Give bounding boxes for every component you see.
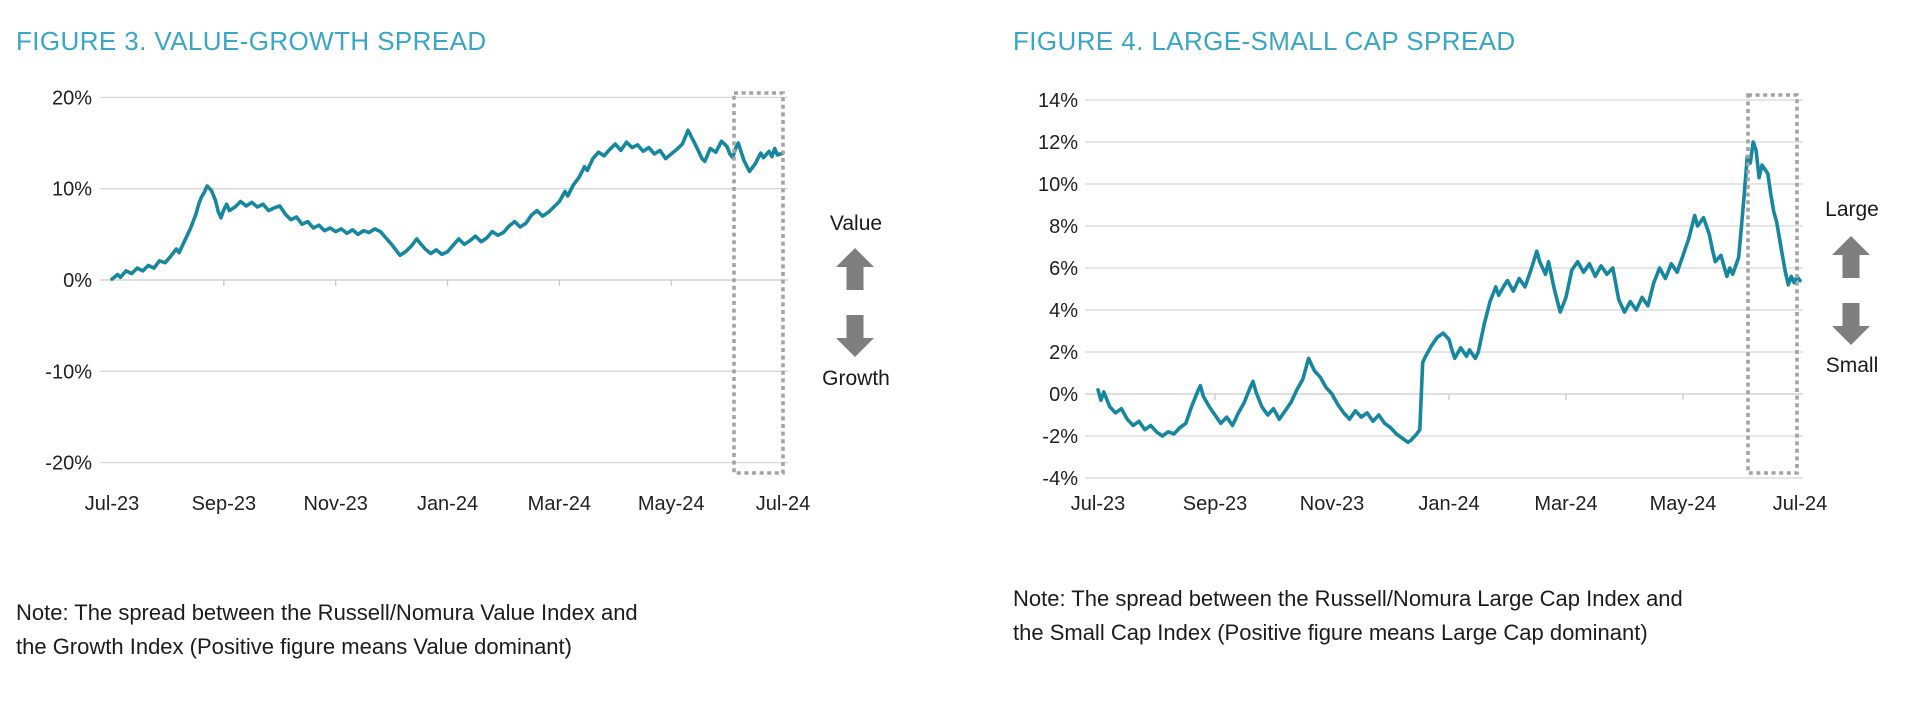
y-axis-tick-label: 6% [1049,258,1078,280]
annotation-bottom-label: Growth [822,367,890,390]
x-axis-tick-label: Jul-24 [756,493,810,515]
recent-period-highlight-box [1746,93,1799,475]
y-axis-tick-label: 12% [1038,132,1078,154]
x-axis-tick-label: May-24 [638,493,705,515]
figure3-note-line1: Note: The spread between the Russell/Nom… [16,600,638,625]
x-axis-tick-label: Nov-23 [303,493,367,515]
y-axis-tick-label: -20% [45,453,92,475]
x-axis-tick-label: May-24 [1650,493,1717,515]
arrow-up-icon [1832,236,1870,278]
arrow-down-icon [1832,303,1870,345]
figure4-note-line1: Note: The spread between the Russell/Nom… [1013,586,1683,611]
y-axis-tick-label: 20% [52,87,92,109]
spread-line [110,128,785,281]
figure3-title: FIGURE 3. VALUE-GROWTH SPREAD [16,26,487,56]
x-axis-tick-label: Jul-23 [85,493,139,515]
y-axis-tick-label: -4% [1042,468,1078,490]
x-axis-tick-label: Sep-23 [1183,493,1248,515]
y-axis-tick-label: 10% [52,179,92,201]
y-axis-tick-label: -10% [45,361,92,383]
annotation-top-label: Large [1825,198,1879,221]
spread-line [1096,140,1802,445]
recent-period-highlight-box [732,91,785,475]
y-axis-tick-label: 8% [1049,216,1078,238]
figure4-title: FIGURE 4. LARGE-SMALL CAP SPREAD [1013,26,1516,56]
y-axis-tick-label: 14% [1038,90,1078,112]
x-axis-tick-label: Jan-24 [417,493,478,515]
figure3-plot: 20% 10% 0% -10% -20% Jul-23 Sep-23 Nov-23 Jan-24… [45,87,890,515]
figure3-note: Note: The spread between the Russell/Nom… [16,596,638,664]
figure4-plot: 14% 12% 10% 8% 6% 4% 2% 0% -2% -4% Jul-23 Sep-23 Nov… [1038,90,1879,515]
x-axis-tick-label: Sep-23 [192,493,257,515]
x-axis-tick-label: Nov-23 [1300,493,1364,515]
figure3-note-line2: the Growth Index (Positive figure means … [16,634,572,659]
x-axis-tick-label: Mar-24 [528,493,591,515]
y-axis-tick-label: 4% [1049,300,1078,322]
figure4-note: Note: The spread between the Russell/Nom… [1013,582,1683,650]
y-axis-tick-label: -2% [1042,426,1078,448]
annotation-top-label: Value [830,212,882,235]
x-axis-tick-label: Jan-24 [1418,493,1479,515]
y-axis-tick-label: 0% [63,270,92,292]
y-axis-tick-label: 2% [1049,342,1078,364]
annotation-bottom-label: Small [1826,354,1879,377]
arrow-down-icon [836,315,874,357]
y-axis-tick-label: 10% [1038,174,1078,196]
x-axis-tick-label: Mar-24 [1534,493,1597,515]
y-axis-tick-label: 0% [1049,384,1078,406]
figure4-note-line2: the Small Cap Index (Positive figure mea… [1013,620,1648,645]
arrow-up-icon [836,248,874,290]
x-axis-tick-label: Jul-23 [1071,493,1125,515]
x-axis-tick-label: Jul-24 [1773,493,1827,515]
